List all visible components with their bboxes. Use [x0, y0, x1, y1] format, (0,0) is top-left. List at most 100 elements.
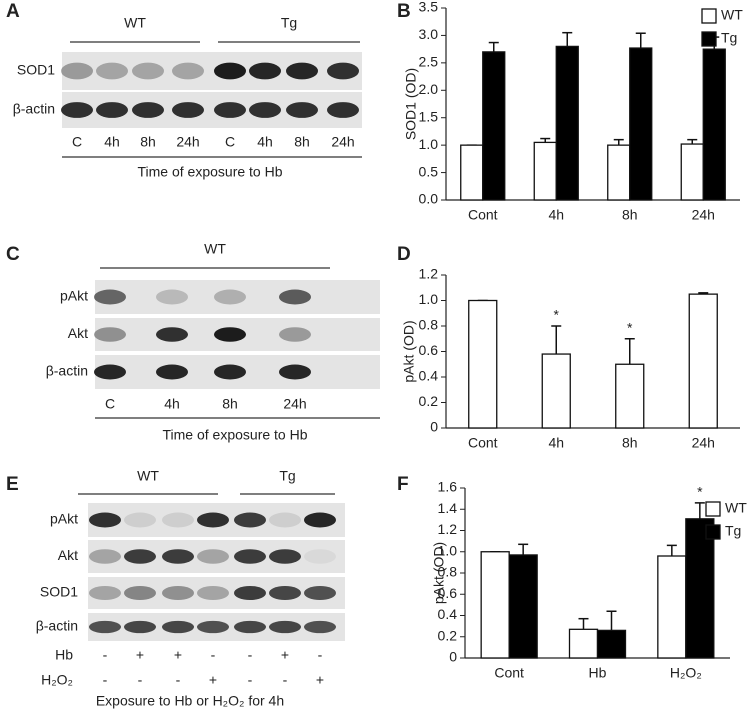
y-tick-label: 0 [430, 419, 438, 435]
significance-mark: * [697, 484, 703, 500]
blot-band [304, 620, 336, 634]
bar [460, 144, 484, 201]
legend-swatch [701, 8, 717, 24]
blot-band [279, 289, 311, 305]
row-label: pAkt [50, 511, 78, 527]
blot-band [162, 549, 194, 564]
bar [508, 554, 538, 659]
blot-band [327, 102, 359, 118]
legend-label: WT [725, 500, 747, 516]
y-tick-label: 1.0 [438, 542, 458, 558]
bar [468, 299, 498, 429]
lane-label: C [72, 134, 82, 150]
treatment-sign: - [318, 647, 323, 663]
blot-band [269, 620, 301, 634]
y-tick-label: 1.5 [419, 108, 439, 124]
group-label: WT [204, 241, 226, 257]
bar [702, 48, 726, 201]
treatment-sign: - [103, 672, 108, 688]
lane-label: C [225, 134, 235, 150]
y-tick-label: 3.5 [419, 0, 439, 15]
blot-band [156, 364, 188, 380]
blot-band [269, 585, 301, 601]
row-label: Akt [58, 547, 78, 563]
blot-band [327, 62, 359, 80]
blot-band [96, 62, 128, 80]
treatment-sign: + [316, 672, 324, 688]
lane-label: 24h [283, 396, 306, 412]
blot-band [286, 102, 318, 118]
blot-band [172, 102, 204, 118]
caption: Time of exposure to Hb [163, 427, 308, 443]
lane-label: 4h [104, 134, 120, 150]
treatment-sign: - [248, 647, 253, 663]
x-tick-label: H₂O₂ [670, 665, 702, 681]
blot-band [249, 62, 281, 80]
blot-band [162, 512, 194, 528]
blot-band [304, 512, 336, 528]
blot-band [89, 549, 121, 564]
blot-band [279, 327, 311, 342]
blot-band [234, 549, 266, 564]
x-tick-label: 8h [622, 435, 638, 451]
row-label: SOD1 [17, 62, 55, 78]
bar [555, 45, 579, 201]
y-tick-label: 0.8 [419, 317, 439, 333]
y-tick-label: 0.2 [438, 627, 458, 643]
chart: D 0 0.2 0.4 0.6 0.8 1.0 1.2 pAkt (OD) Cont 4h * 8h * 2… [397, 244, 740, 451]
chart: F 0 0.2 0.4 0.6 0.8 1.0 1.2 1.4 1.6 pAkt (OD) Cont H… [397, 474, 747, 681]
blot-band [96, 102, 128, 118]
y-tick-label: 0.4 [438, 606, 458, 622]
blot-band [124, 549, 156, 564]
blot-band [132, 102, 164, 118]
bar [615, 363, 645, 429]
legend-label: Tg [725, 523, 741, 539]
blot-band [89, 620, 121, 634]
panel-letter: F [397, 474, 409, 495]
bar [568, 628, 599, 659]
bar [533, 141, 557, 201]
blot-band [304, 549, 336, 564]
row-label: β-actin [46, 363, 88, 379]
lane-label: 8h [140, 134, 156, 150]
blot-band [156, 289, 188, 305]
panel-letter: B [397, 1, 411, 22]
y-tick-label: 0.8 [438, 564, 458, 580]
blot-band [124, 620, 156, 634]
bar [482, 51, 506, 201]
y-tick-label: 0.2 [419, 393, 439, 409]
treatment-sign: - [283, 672, 288, 688]
y-tick-label: 2.0 [419, 81, 439, 97]
blot-band [286, 62, 318, 80]
panel-letter: A [6, 1, 20, 22]
blot-band [234, 585, 266, 601]
row-label: β-actin [13, 101, 55, 117]
blot-band [132, 62, 164, 80]
y-tick-label: 2.5 [419, 54, 439, 70]
y-tick-label: 0.4 [419, 368, 439, 384]
group-label: WT [137, 468, 159, 484]
group-label: WT [124, 15, 146, 31]
x-tick-label: 24h [692, 435, 715, 451]
blot-band [162, 620, 194, 634]
y-tick-label: 1.2 [419, 266, 439, 282]
panel-letter: E [6, 474, 19, 495]
blot-band [89, 585, 121, 601]
significance-mark: * [554, 307, 560, 323]
bar [596, 629, 627, 659]
y-tick-label: 0.6 [419, 342, 439, 358]
blot-band [214, 364, 246, 380]
legend-label: Tg [721, 30, 737, 46]
row-label: Akt [68, 325, 88, 341]
blot-band [89, 512, 121, 528]
treatment-sign: + [174, 647, 182, 663]
blot-band [197, 512, 229, 528]
blot-band [94, 364, 126, 380]
x-tick-label: 24h [692, 207, 715, 223]
x-tick-label: 8h [622, 207, 638, 223]
blot-band [214, 102, 246, 118]
legend-swatch [705, 501, 721, 517]
bar [688, 293, 718, 429]
x-tick-label: Cont [468, 207, 498, 223]
blot-band [124, 585, 156, 601]
